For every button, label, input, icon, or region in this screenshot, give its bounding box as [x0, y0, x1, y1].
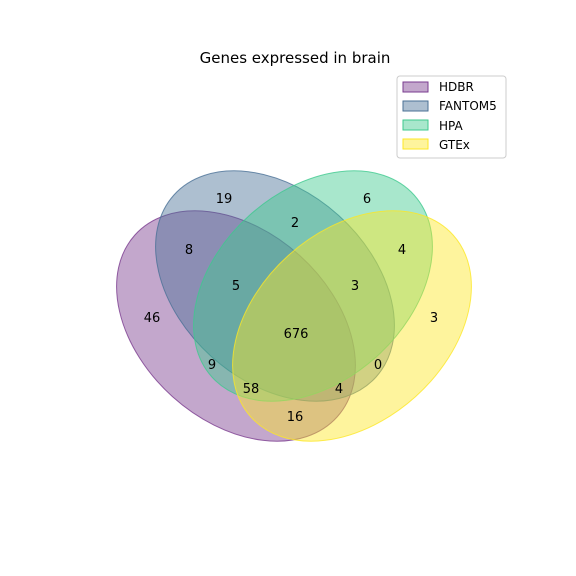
legend-swatch-hpa: [402, 119, 429, 131]
legend-label-hdbr: HDBR: [439, 80, 474, 94]
count-hdbr-fantom5: 8: [185, 243, 193, 258]
count-fantom5-hpa: 2: [291, 216, 299, 231]
count-fantom5-only: 19: [216, 192, 233, 207]
count-hdbr-fantom5-hpa: 5: [232, 279, 240, 294]
count-hpa-gtex: 4: [398, 243, 406, 258]
count-gtex-only: 3: [430, 311, 438, 326]
legend-swatch-hdbr: [402, 81, 429, 93]
count-hdbr-fantom5-gtex: 4: [335, 382, 343, 397]
set-ellipses: [116, 170, 472, 442]
count-hdbr-only: 46: [144, 311, 161, 326]
count-all-four: 676: [284, 327, 309, 342]
legend-frame: [396, 75, 507, 159]
count-hdbr-hpa: 9: [208, 358, 216, 373]
legend-label-fantom5: FANTOM5: [439, 99, 497, 113]
legend-label-hpa: HPA: [439, 119, 463, 133]
legend-label-gtex: GTEx: [439, 138, 470, 152]
count-fantom5-gtex: 0: [374, 358, 382, 373]
ellipse-hdbr: [116, 210, 356, 442]
legend-swatch-gtex: [402, 138, 429, 150]
legend-swatch-fantom5: [402, 100, 429, 112]
ellipse-gtex: [232, 210, 472, 442]
count-fantom5-hpa-gtex: 3: [351, 279, 359, 294]
count-hdbr-hpa-gtex: 58: [243, 382, 260, 397]
legend: HDBR FANTOM5 HPA GTEx: [396, 75, 507, 159]
ellipse-fantom5: [155, 170, 395, 402]
chart-title: Genes expressed in brain: [200, 49, 391, 67]
count-hdbr-gtex: 16: [287, 410, 304, 425]
region-counts: 46 19 6 3 8 2 4 16 5 3 9 0 58 4 676: [144, 192, 438, 425]
ellipse-hpa: [193, 170, 433, 402]
count-hpa-only: 6: [363, 192, 371, 207]
